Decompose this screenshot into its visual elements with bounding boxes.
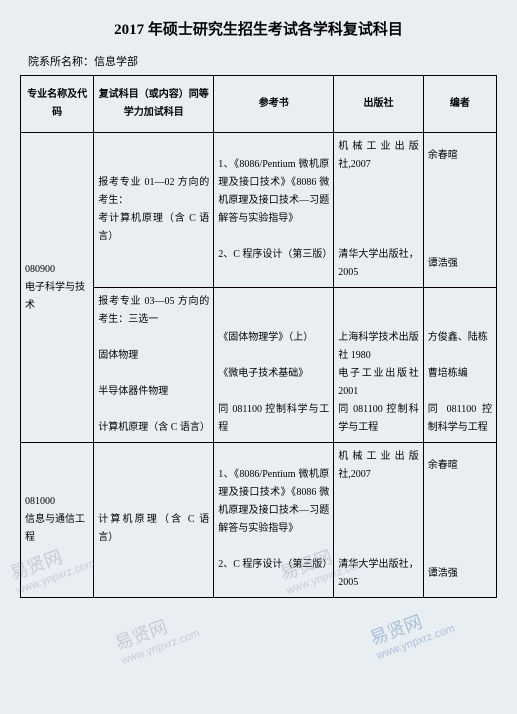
cell-major: 080900电子科学与技术 (21, 133, 94, 443)
page-title: 2017 年硕士研究生招生考试各学科复试科目 (20, 18, 497, 39)
watermark: 易贤网www.ynpxrz.com (366, 598, 457, 662)
cell-publisher: 机械工业出版社,2007清华大学出版社，2005 (334, 133, 424, 288)
department-line: 院系所名称：信息学部 (20, 53, 497, 69)
cell-subject: 计算机原理（含 C 语言） (94, 443, 214, 598)
watermark: 易贤网www.ynpxrz.com (111, 603, 202, 667)
cell-editor: 余春暄谭浩强 (423, 133, 496, 288)
cell-subject: 报考专业 03—05 方向的考生：三选一固体物理半导体器件物理计算机原理（含 C… (94, 288, 214, 443)
dept-label: 院系所名称： (28, 56, 94, 68)
cell-editor: 方俊鑫、陆栋曹培栋编同 081100 控制科学与工程 (423, 288, 496, 443)
table-row: 081000信息与通信工程 计算机原理（含 C 语言） 1、《8086/Pent… (21, 443, 497, 598)
cell-publisher: 上海科学技术出版社 1980电子工业出版社2001同 081100 控制科学与工… (334, 288, 424, 443)
header-book: 参考书 (214, 76, 334, 133)
header-publisher: 出版社 (334, 76, 424, 133)
cell-subject: 报考专业 01—02 方向的考生：考计算机原理（含 C 语言） (94, 133, 214, 288)
header-editor: 编者 (423, 76, 496, 133)
table-header-row: 专业名称及代码 复试科目（或内容）同等学力加试科目 参考书 出版社 编者 (21, 76, 497, 133)
header-major: 专业名称及代码 (21, 76, 94, 133)
cell-major: 081000信息与通信工程 (21, 443, 94, 598)
dept-name: 信息学部 (94, 56, 138, 68)
cell-book: 《固体物理学》（上）《微电子技术基础》同 081100 控制科学与工程 (214, 288, 334, 443)
table-body: 080900电子科学与技术 报考专业 01—02 方向的考生：考计算机原理（含 … (21, 133, 497, 598)
cell-publisher: 机械工业出版社,2007清华大学出版社，2005 (334, 443, 424, 598)
cell-editor: 余春暄谭浩强 (423, 443, 496, 598)
table-row: 080900电子科学与技术 报考专业 01—02 方向的考生：考计算机原理（含 … (21, 133, 497, 288)
cell-book: 1、《8086/Pentium 微机原理及接口技术》《8086 微机原理及接口技… (214, 133, 334, 288)
subjects-table: 专业名称及代码 复试科目（或内容）同等学力加试科目 参考书 出版社 编者 080… (20, 75, 497, 598)
header-subject: 复试科目（或内容）同等学力加试科目 (94, 76, 214, 133)
cell-book: 1、《8086/Pentium 微机原理及接口技术》《8086 微机原理及接口技… (214, 443, 334, 598)
